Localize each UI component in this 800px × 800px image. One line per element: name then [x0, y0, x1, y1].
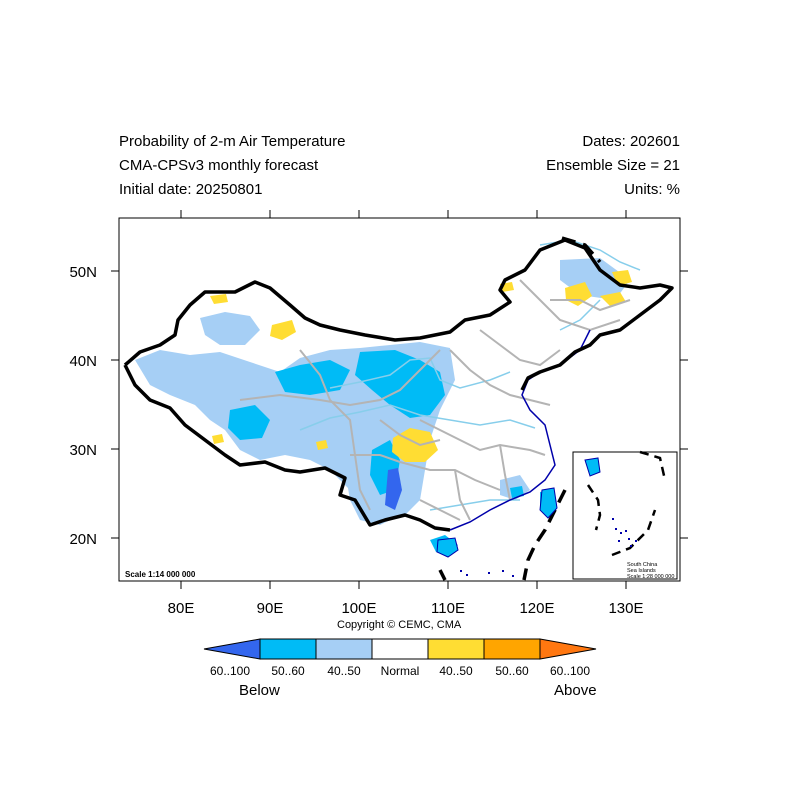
legend-swatch-above-40-50	[427, 638, 485, 660]
legend-label-above-60-100: 60..100	[549, 664, 591, 678]
legend-swatch-below-50-60	[259, 638, 317, 660]
legend-swatch-above-60-100	[539, 638, 597, 660]
inset-label-line3: Scale 1:28 000 000	[627, 574, 674, 580]
lat-label-40n: 40N	[69, 353, 97, 370]
inset-label-line2: Sea Islands	[627, 568, 656, 574]
scattered-islands	[460, 570, 514, 577]
lat-label-20n: 20N	[69, 531, 97, 548]
title-line-1: Probability of 2-m Air Temperature	[119, 133, 346, 150]
inset-label-line1: South China	[627, 562, 658, 568]
lon-label-80e: 80E	[168, 600, 195, 617]
lon-label-90e: 90E	[257, 600, 284, 617]
lon-label-100e: 100E	[341, 600, 376, 617]
legend-swatch-below-40-50	[315, 638, 373, 660]
ensemble-size-label: Ensemble Size = 21	[546, 157, 680, 174]
lon-label-110e: 110E	[431, 600, 465, 617]
legend-colorbar	[203, 638, 597, 660]
latitude-labels: 50N 40N 30N 20N	[69, 264, 97, 548]
main-scale-label: Scale 1:14 000 000	[125, 570, 196, 579]
title-line-3: Initial date: 20250801	[119, 181, 263, 198]
legend-label-above-40-50: 40..50	[439, 664, 473, 678]
national-boundary	[123, 238, 674, 532]
maritime-boundary	[438, 236, 602, 581]
islands	[436, 487, 558, 558]
lat-label-50n: 50N	[69, 264, 97, 281]
provincial-borders	[239, 279, 631, 521]
copyright-label: Copyright © CEMC, CMA	[337, 619, 462, 631]
axis-ticks	[111, 210, 688, 589]
legend-label-below-60-100: 60..100	[209, 664, 251, 678]
units-label: Units: %	[624, 181, 680, 198]
legend-swatch-above-50-60	[483, 638, 541, 660]
lon-label-130e: 130E	[608, 600, 643, 617]
legend-label-above-50-60: 50..60	[495, 664, 529, 678]
lon-label-120e: 120E	[519, 600, 554, 617]
legend-below-label: Below	[239, 682, 280, 699]
legend-above-label: Above	[554, 682, 597, 699]
legend-label-normal: Normal	[380, 664, 420, 678]
legend-label-below-50-60: 50..60	[271, 664, 305, 678]
rivers	[299, 239, 641, 511]
inset-labels: South China Sea Islands Scale 1:28 000 0…	[627, 562, 674, 580]
legend-label-below-40-50: 40..50	[327, 664, 361, 678]
title-line-2: CMA-CPSv3 monthly forecast	[119, 157, 319, 174]
longitude-labels: 80E 90E 100E 110E 120E 130E	[168, 600, 644, 617]
dates-label: Dates: 202601	[582, 133, 680, 150]
probability-shading	[135, 258, 632, 556]
legend-swatch-normal	[371, 638, 429, 660]
legend-swatch-below-60-100	[203, 638, 261, 660]
lat-label-30n: 30N	[69, 442, 97, 459]
south-china-sea-inset	[572, 450, 678, 580]
